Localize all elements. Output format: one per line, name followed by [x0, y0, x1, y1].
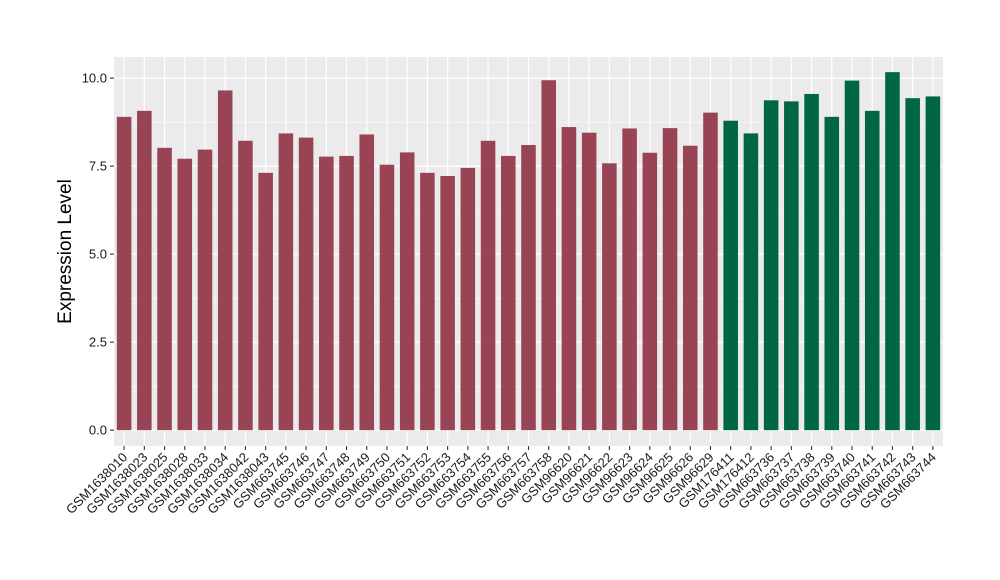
- bar-GSM1638042: [238, 140, 253, 431]
- bar-GSM663751: [399, 152, 415, 431]
- bar-GSM663745: [278, 133, 294, 431]
- bar-GSM663741: [864, 110, 880, 431]
- bar-GSM96622: [602, 163, 617, 431]
- y-tick-label: 2.5: [89, 335, 107, 350]
- bar-GSM663744: [925, 96, 941, 431]
- bar-GSM1638028: [177, 158, 193, 431]
- bar-GSM176411: [723, 120, 738, 431]
- bar-GSM663752: [420, 172, 435, 431]
- bar-GSM663743: [905, 98, 920, 431]
- bar-GSM663736: [763, 100, 779, 431]
- bar-GSM663756: [501, 155, 516, 431]
- y-axis: 0.0 2.5 5.0 7.5 10.0: [82, 71, 114, 438]
- bar-GSM1638033: [197, 149, 213, 431]
- bar-GSM663747: [319, 156, 334, 431]
- bar-GSM96625: [662, 128, 678, 431]
- bar-GSM96626: [682, 145, 698, 431]
- x-axis: GSM1638010GSM1638023GSM1638025GSM1638028…: [63, 446, 939, 517]
- bar-GSM1638010: [116, 116, 132, 431]
- bar-GSM96623: [622, 128, 637, 431]
- bar-GSM96621: [581, 132, 597, 431]
- bar-GSM663739: [824, 116, 840, 431]
- bar-GSM663758: [541, 80, 556, 431]
- bar-GSM663757: [521, 145, 536, 431]
- bar-GSM96624: [642, 152, 658, 431]
- bar-GSM663748: [339, 155, 354, 431]
- bar-GSM96629: [703, 112, 718, 431]
- bar-GSM1638034: [217, 90, 233, 431]
- y-tick-label: 0.0: [89, 423, 107, 438]
- bar-GSM663755: [480, 140, 496, 431]
- y-tick-label: 7.5: [89, 159, 107, 174]
- bar-GSM663742: [885, 72, 900, 431]
- y-tick-label: 5.0: [89, 247, 107, 262]
- bar-series: [116, 72, 941, 431]
- y-tick-label: 10.0: [82, 71, 107, 86]
- y-axis-title: Expression Level: [55, 179, 76, 324]
- bar-GSM663753: [440, 175, 455, 431]
- bar-GSM663754: [460, 167, 476, 431]
- bar-GSM663750: [379, 164, 395, 431]
- bar-GSM663740: [844, 80, 860, 431]
- bar-GSM1638043: [258, 172, 273, 431]
- bar-GSM663746: [298, 137, 314, 431]
- bar-GSM96620: [561, 127, 577, 431]
- bar-GSM663738: [804, 93, 819, 431]
- bar-GSM663749: [359, 134, 375, 431]
- bar-GSM1638023: [137, 110, 152, 431]
- bar-GSM663737: [784, 101, 799, 431]
- bar-GSM176412: [743, 133, 759, 431]
- bar-GSM1638025: [157, 147, 172, 431]
